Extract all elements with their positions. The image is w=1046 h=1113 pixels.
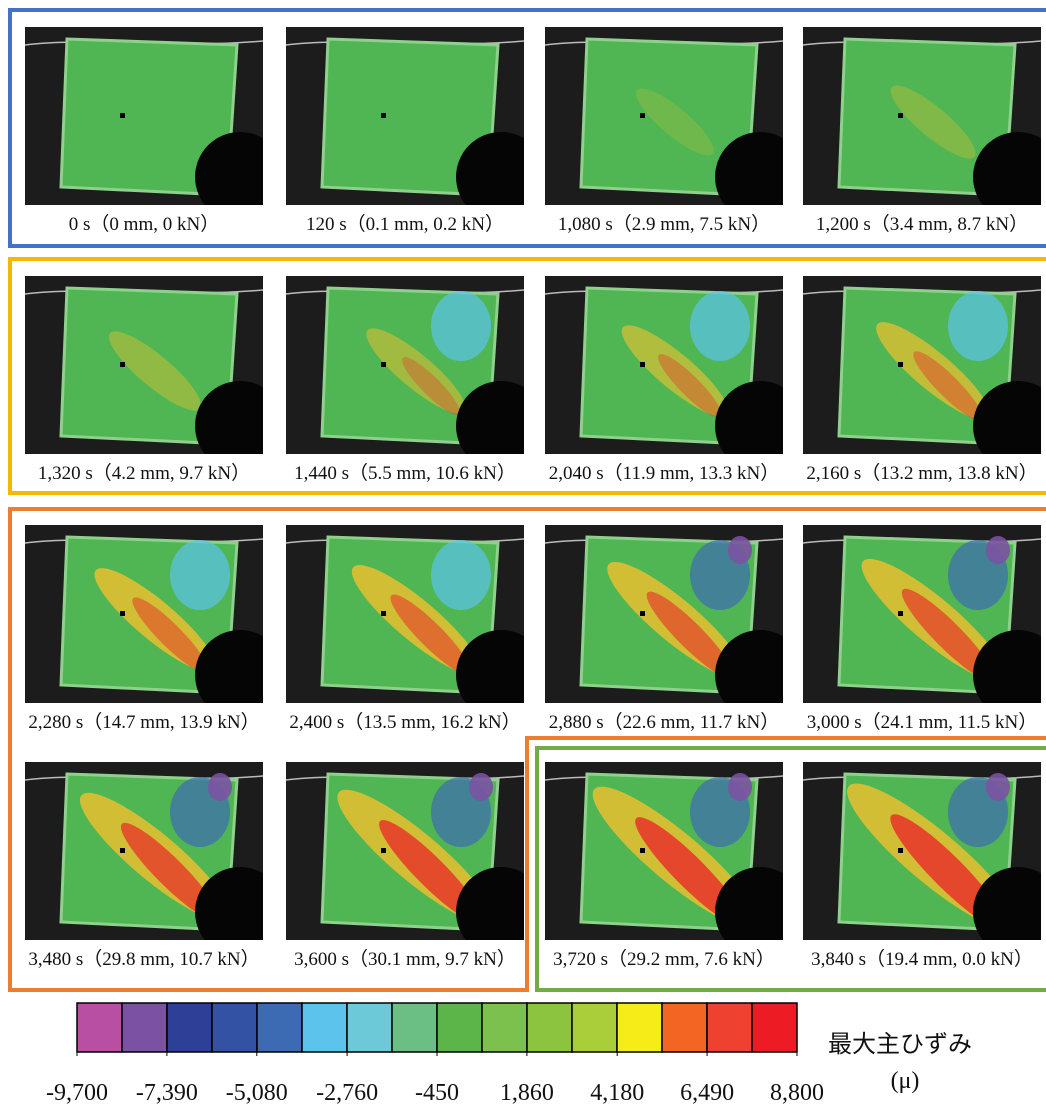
colorbar-segment xyxy=(167,1003,212,1052)
figure: 最大主ひずみ (μ) 0 s（0 mm, 0 kN） 120 s（0.1 mm, … xyxy=(0,0,1046,1113)
panel-image xyxy=(803,276,1046,471)
caption: 2,280 s（14.7 mm, 13.9 kN） xyxy=(28,711,259,733)
tick-label: -7,390 xyxy=(136,1080,198,1106)
panel-image xyxy=(25,27,285,222)
panel-image xyxy=(545,762,805,957)
caption: 3,480 s（29.8 mm, 10.7 kN） xyxy=(28,948,259,970)
compression-peak xyxy=(728,773,752,801)
marker xyxy=(120,362,125,367)
panel-image xyxy=(286,276,546,471)
marker xyxy=(120,848,125,853)
marker xyxy=(120,611,125,616)
caption: 2,880 s（22.6 mm, 11.7 kN） xyxy=(549,711,779,733)
colorbar-segment xyxy=(617,1003,662,1052)
marker xyxy=(381,611,386,616)
panel-image xyxy=(803,27,1046,222)
void xyxy=(715,381,805,471)
marker xyxy=(898,611,903,616)
colorbar-segment xyxy=(527,1003,572,1052)
colorbar-title: 最大主ひずみ xyxy=(828,1031,972,1058)
void xyxy=(456,381,546,471)
void xyxy=(456,867,546,957)
panel-image xyxy=(25,276,285,471)
void xyxy=(456,630,546,720)
caption: 3,000 s（24.1 mm, 11.5 kN） xyxy=(807,711,1037,733)
colorbar-segment xyxy=(707,1003,752,1052)
tick-label: 4,180 xyxy=(590,1080,644,1106)
colorbar-unit: (μ) xyxy=(891,1068,920,1094)
colorbar-segment xyxy=(572,1003,617,1052)
caption: 3,840 s（19.4 mm, 0.0 kN） xyxy=(811,948,1033,970)
marker xyxy=(120,113,125,118)
caption: 1,080 s（2.9 mm, 7.5 kN） xyxy=(558,213,770,235)
caption: 3,600 s（30.1 mm, 9.7 kN） xyxy=(294,948,516,970)
colorbar-segment xyxy=(77,1003,122,1052)
compression-zone xyxy=(690,291,750,361)
compression-zone xyxy=(948,291,1008,361)
compression-peak xyxy=(208,773,232,801)
panel-image xyxy=(803,525,1046,720)
panel-image xyxy=(286,27,546,222)
void xyxy=(195,381,285,471)
void xyxy=(195,132,285,222)
caption: 1,320 s（4.2 mm, 9.7 kN） xyxy=(38,462,250,484)
tick-label: -5,080 xyxy=(226,1080,288,1106)
tick-label: -2,760 xyxy=(316,1080,378,1106)
caption: 2,040 s（11.9 mm, 13.3 kN） xyxy=(549,462,779,484)
void xyxy=(456,132,546,222)
void xyxy=(715,132,805,222)
compression-peak xyxy=(728,536,752,564)
marker xyxy=(381,362,386,367)
tick-label: 1,860 xyxy=(500,1080,554,1106)
marker xyxy=(640,611,645,616)
compression-zone xyxy=(431,540,491,610)
panel-image xyxy=(286,525,546,720)
void xyxy=(195,630,285,720)
void xyxy=(195,867,285,957)
compression-peak xyxy=(986,773,1010,801)
compression-peak xyxy=(469,773,493,801)
panel-image xyxy=(803,762,1046,957)
marker xyxy=(898,848,903,853)
panel-image xyxy=(25,525,285,720)
marker xyxy=(640,113,645,118)
tick-label: 8,800 xyxy=(770,1080,824,1106)
colorbar-segment xyxy=(257,1003,302,1052)
caption: 2,160 s（13.2 mm, 13.8 kN） xyxy=(806,462,1037,484)
panel-image xyxy=(286,762,546,957)
caption: 0 s（0 mm, 0 kN） xyxy=(69,213,219,235)
panel-image xyxy=(545,525,805,720)
colorbar-segment xyxy=(437,1003,482,1052)
marker xyxy=(640,848,645,853)
colorbar-segment xyxy=(662,1003,707,1052)
void xyxy=(715,867,805,957)
compression-zone xyxy=(170,540,230,610)
colorbar-segment xyxy=(482,1003,527,1052)
panel-image xyxy=(25,762,285,957)
marker xyxy=(898,362,903,367)
compression-zone xyxy=(431,291,491,361)
marker xyxy=(381,848,386,853)
marker xyxy=(640,362,645,367)
caption: 2,400 s（13.5 mm, 16.2 kN） xyxy=(289,711,520,733)
panel-image xyxy=(545,276,805,471)
colorbar-segment xyxy=(392,1003,437,1052)
marker xyxy=(898,113,903,118)
colorbar-segment xyxy=(752,1003,797,1052)
colorbar-segment xyxy=(302,1003,347,1052)
tick-label: -9,700 xyxy=(46,1080,108,1106)
panel-image xyxy=(545,27,805,222)
tick-label: 6,490 xyxy=(680,1080,734,1106)
void xyxy=(715,630,805,720)
caption: 120 s（0.1 mm, 0.2 kN） xyxy=(306,213,504,235)
compression-peak xyxy=(986,536,1010,564)
caption: 3,720 s（29.2 mm, 7.6 kN） xyxy=(553,948,775,970)
colorbar-segment xyxy=(122,1003,167,1052)
tick-label: -450 xyxy=(415,1080,459,1106)
marker xyxy=(381,113,386,118)
colorbar-segment xyxy=(212,1003,257,1052)
colorbar-segment xyxy=(347,1003,392,1052)
caption: 1,440 s（5.5 mm, 10.6 kN） xyxy=(294,462,516,484)
caption: 1,200 s（3.4 mm, 8.7 kN） xyxy=(816,213,1028,235)
